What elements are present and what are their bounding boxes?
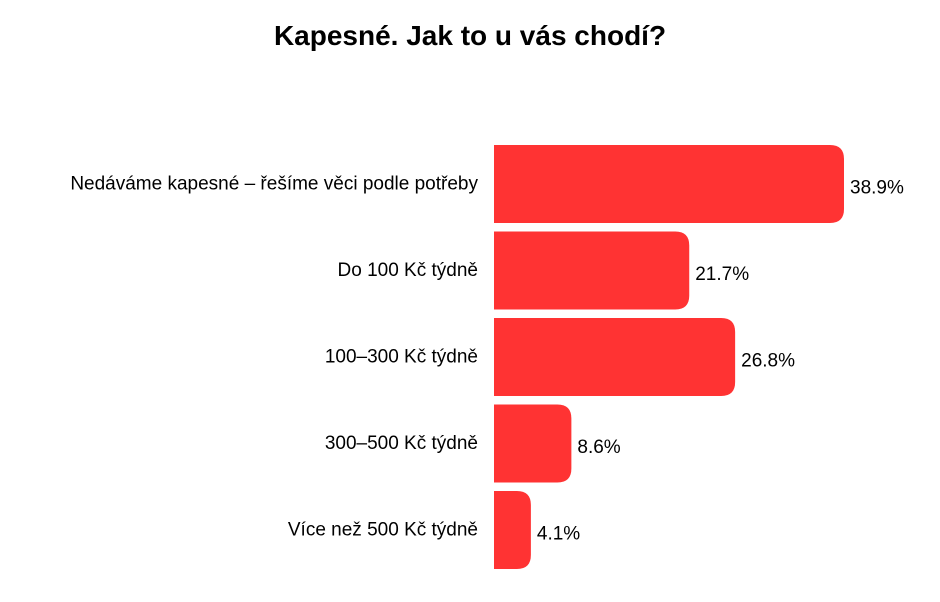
bar-5 <box>494 491 531 569</box>
bar-1 <box>494 145 844 223</box>
value-labels-group: 38.9% 21.7% 26.8% 8.6% 4.1% <box>537 178 904 545</box>
chart-title: Kapesné. Jak to u vás chodí? <box>273 20 667 51</box>
category-label-2: Do 100 Kč týdně <box>338 260 478 281</box>
value-label-2: 21.7% <box>695 264 749 285</box>
category-label-4: 300–500 Kč týdně <box>325 433 478 454</box>
category-label-3: 100–300 Kč týdně <box>325 347 478 368</box>
value-label-5: 4.1% <box>537 524 580 545</box>
bars-group <box>494 145 844 569</box>
value-label-4: 8.6% <box>577 437 620 458</box>
value-label-1: 38.9% <box>850 178 904 199</box>
value-label-3: 26.8% <box>741 351 795 372</box>
bar-4 <box>494 404 572 483</box>
category-label-1: Nedáváme kapesné – řešíme věci podle pot… <box>70 174 478 195</box>
bar-2 <box>494 231 690 310</box>
category-label-5: Více než 500 Kč týdně <box>288 520 478 541</box>
bar-3 <box>494 318 736 396</box>
category-labels-group: Nedáváme kapesné – řešíme věci podle pot… <box>70 174 478 541</box>
